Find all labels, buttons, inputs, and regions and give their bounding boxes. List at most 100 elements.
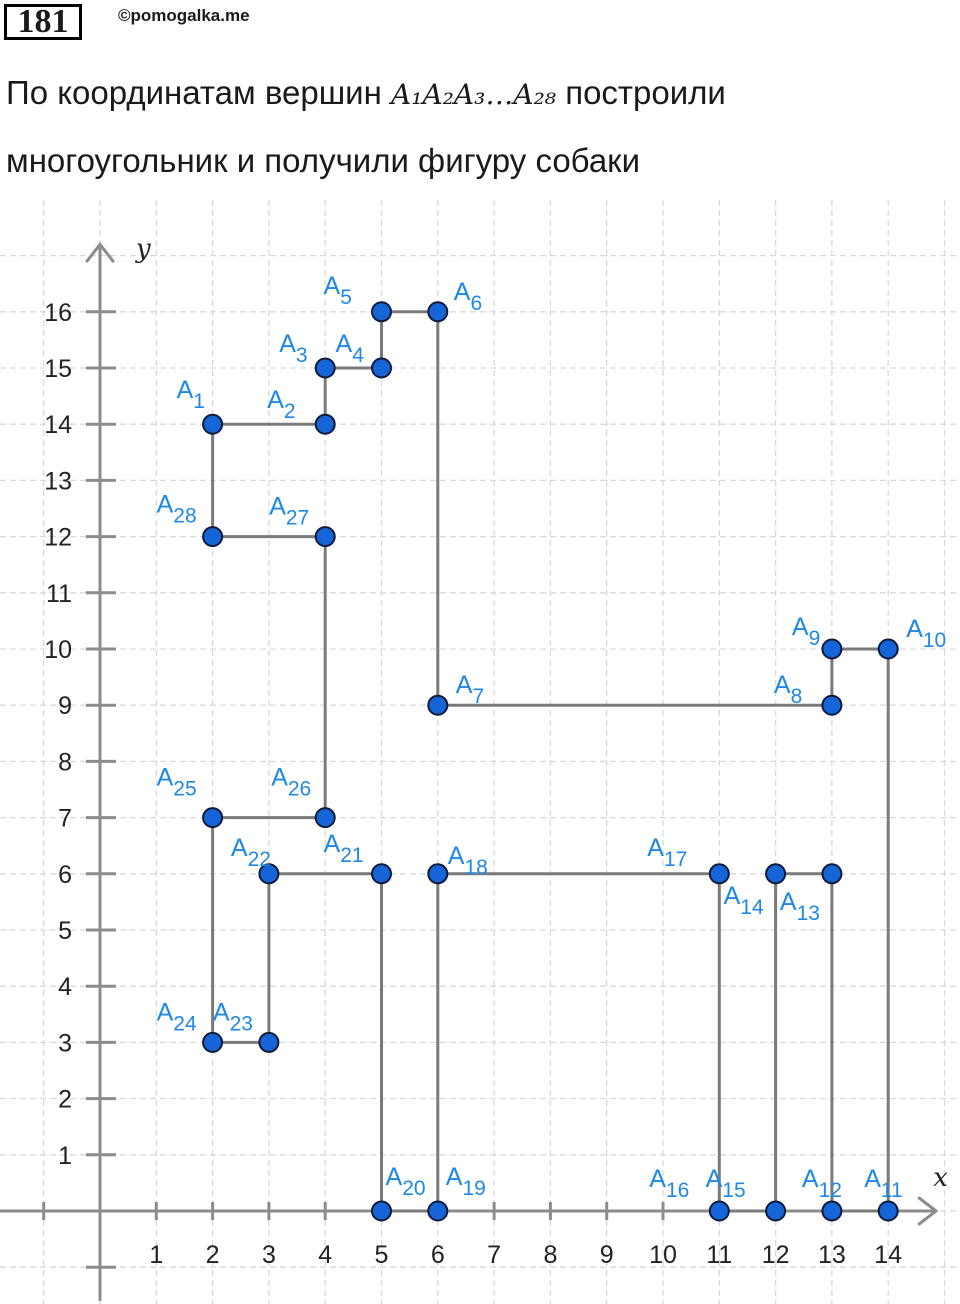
- task-text-line-1: По координатам вершин A₁A₂A₃…A₂₈ построи…: [6, 74, 726, 112]
- vertex-point: [258, 1031, 280, 1053]
- vertex-label: A21: [324, 830, 364, 867]
- vertex-point: [427, 863, 449, 885]
- x-tick-label: 14: [874, 1241, 902, 1269]
- vertex-point: [427, 301, 449, 323]
- vertex-label: A11: [864, 1165, 903, 1202]
- y-tick-label: 1: [58, 1142, 72, 1170]
- vertex-point: [877, 638, 899, 660]
- vertex-point: [314, 807, 336, 829]
- vertex-label: A5: [324, 272, 352, 309]
- x-tick-label: 2: [206, 1241, 220, 1269]
- vertex-label: A15: [706, 1165, 746, 1202]
- vertex-label: A26: [271, 764, 311, 801]
- vertex-point: [765, 1200, 787, 1222]
- vertex-point: [821, 863, 843, 885]
- vertex-point: [427, 694, 449, 716]
- vertex-point: [371, 301, 392, 323]
- grid: [0, 200, 960, 1304]
- y-tick-label: 14: [44, 411, 72, 439]
- task-text-line-2: многоугольник и получили фигуру собаки: [6, 142, 641, 179]
- x-tick-label: 11: [706, 1241, 732, 1269]
- y-tick-label: 3: [58, 1029, 72, 1057]
- vertex-point: [314, 526, 336, 548]
- vertex-label: A16: [649, 1165, 689, 1202]
- vertex-point: [202, 526, 224, 548]
- vertex-label: A18: [448, 842, 488, 879]
- x-axis-label: x: [933, 1163, 948, 1193]
- x-tick-label: 10: [649, 1241, 677, 1269]
- vertex-labels: A1 A2 A3 A4 A5 A6 A7 A8 A9 A10 A11 A12 A13 A14 A15 A16 A…: [157, 272, 947, 1202]
- vertex-label: A27: [269, 493, 309, 530]
- vertex-point: [202, 413, 224, 435]
- y-tick-label: 13: [44, 467, 72, 495]
- y-axis-arrow: [85, 241, 115, 263]
- vertex-point: [765, 863, 787, 885]
- vertex-point: [708, 1200, 730, 1222]
- x-tick-label: 9: [600, 1241, 614, 1269]
- vertex-label: A12: [802, 1165, 842, 1202]
- vertex-label: A1: [177, 376, 205, 413]
- x-tick-label: 3: [262, 1241, 276, 1269]
- vertex-point: [821, 1200, 843, 1222]
- x-tick-label: 12: [762, 1241, 790, 1269]
- vertex-label: A4: [336, 330, 365, 367]
- vertex-point: [258, 863, 280, 885]
- x-tick-label: 8: [543, 1241, 557, 1269]
- vertex-label: A9: [792, 613, 820, 650]
- task-number: 181: [4, 4, 82, 40]
- vertex-point: [427, 1200, 449, 1222]
- x-tick-label: 13: [818, 1241, 846, 1269]
- axes: [0, 241, 939, 1301]
- y-tick-label: 4: [58, 973, 72, 1001]
- vertex-point: [371, 1200, 392, 1222]
- y-tick-label: 9: [58, 692, 72, 720]
- vertex-label: A6: [454, 278, 482, 315]
- y-tick-label: 11: [46, 580, 72, 608]
- vertex-label: A3: [279, 330, 307, 367]
- vertex-point: [877, 1200, 899, 1222]
- vertex-label: A23: [213, 998, 253, 1035]
- y-tick-label: 8: [58, 748, 72, 776]
- vertex-label: A25: [157, 764, 197, 801]
- vertex-point: [314, 413, 336, 435]
- y-tick-label: 10: [44, 636, 72, 664]
- vertex-label: A10: [906, 615, 946, 652]
- vertex-label: A20: [386, 1163, 426, 1200]
- task-text-part: построили: [556, 74, 726, 111]
- y-tick-label: 6: [58, 861, 72, 889]
- y-tick-label: 15: [44, 355, 72, 383]
- vertex-point: [371, 863, 392, 885]
- vertex-point: [708, 863, 730, 885]
- vertex-label: A22: [231, 834, 271, 871]
- x-axis-arrow: [917, 1196, 939, 1226]
- x-tick-label: 5: [375, 1241, 389, 1269]
- vertex-sequence: A₁A₂A₃…A₂₈: [391, 78, 557, 111]
- tick-labels: 1 2 3 4 5 6 7 8 9 10 11 12 13 14123456789101112131415…: [44, 234, 948, 1269]
- vertex-point: [202, 1031, 224, 1053]
- vertex-point: [371, 357, 392, 379]
- y-axis-label: y: [135, 234, 151, 264]
- vertex-label: A24: [157, 998, 197, 1035]
- vertex-point: [202, 807, 224, 829]
- x-tick-label: 7: [487, 1241, 501, 1269]
- vertex-label: A28: [157, 491, 197, 528]
- vertex-label: A7: [456, 671, 484, 708]
- x-tick-label: 1: [149, 1241, 163, 1269]
- y-tick-label: 12: [44, 524, 72, 552]
- vertex-label: A2: [267, 386, 295, 423]
- watermark: ©pomogalka.me: [118, 6, 250, 25]
- vertices: [202, 301, 899, 1222]
- task-text-part: По координатам вершин: [6, 74, 392, 111]
- dog-polygon-chart: 1 2 3 4 5 6 7 8 9 10 11 12 13 14123456789101112131415…: [0, 200, 960, 1304]
- vertex-label: A8: [774, 671, 802, 708]
- vertex-label: A14: [724, 882, 764, 919]
- y-tick-label: 5: [58, 917, 72, 945]
- vertex-point: [314, 357, 336, 379]
- y-tick-label: 16: [44, 299, 72, 327]
- x-tick-label: 6: [431, 1241, 445, 1269]
- vertex-point: [821, 694, 843, 716]
- x-tick-label: 4: [318, 1241, 332, 1269]
- y-tick-label: 7: [58, 805, 72, 833]
- vertex-label: A13: [780, 888, 820, 925]
- y-tick-label: 2: [58, 1086, 72, 1114]
